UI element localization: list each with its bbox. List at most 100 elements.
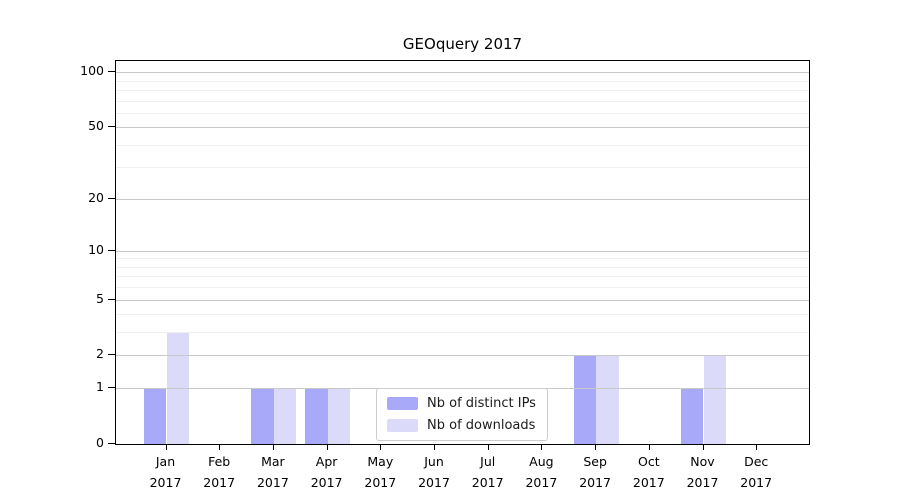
x-tick-mark — [165, 445, 167, 450]
bar — [273, 388, 297, 444]
bar — [143, 388, 167, 444]
bar — [703, 355, 727, 444]
legend-row: Nb of distinct IPs — [387, 396, 536, 411]
legend: Nb of distinct IPs Nb of downloads — [376, 388, 548, 441]
x-tick-month: Apr — [315, 454, 338, 469]
gridline-minor — [116, 266, 809, 268]
x-tick-year: 2017 — [686, 475, 719, 490]
x-tick-year: 2017 — [418, 475, 450, 490]
x-tick-mark — [326, 445, 328, 450]
y-tick-label: 100 — [80, 63, 104, 79]
x-tick-label: Jul 2017 — [457, 451, 519, 493]
gridline-major — [116, 198, 809, 200]
x-tick-mark — [219, 445, 221, 450]
bar — [680, 388, 704, 444]
x-tick-year: 2017 — [256, 475, 289, 490]
gridline-major — [116, 355, 809, 357]
x-tick-month: Mar — [261, 454, 285, 469]
gridline-major — [116, 250, 809, 252]
x-tick-month: Jun — [424, 454, 444, 469]
x-tick-label: Aug 2017 — [510, 451, 572, 493]
y-tick-label: 5 — [96, 290, 104, 306]
legend-row: Nb of downloads — [387, 418, 536, 433]
x-tick-month: Sep — [583, 454, 607, 469]
y-tick-label: 1 — [96, 379, 104, 395]
legend-swatch-icon — [387, 397, 418, 410]
y-tick-mark — [108, 71, 115, 73]
gridline-minor — [116, 144, 809, 146]
gridline-major — [116, 299, 809, 301]
bar — [327, 388, 351, 444]
gridline-minor — [116, 314, 809, 316]
y-tick-mark — [108, 126, 115, 128]
x-tick-month: Nov — [690, 454, 715, 469]
gridline-minor — [116, 80, 809, 82]
y-tick-mark — [108, 197, 115, 199]
bar — [251, 388, 274, 444]
legend-label: Nb of distinct IPs — [427, 396, 536, 411]
x-tick-mark — [380, 445, 382, 450]
plot-area: Nb of distinct IPs Nb of downloads — [115, 60, 810, 445]
legend-label: Nb of downloads — [427, 418, 536, 433]
x-tick-label: Jan 2017 — [135, 451, 197, 493]
chart-title: GEOquery 2017 — [402, 35, 523, 53]
x-tick-month: May — [367, 454, 394, 469]
x-tick-mark — [756, 445, 758, 450]
x-tick-mark — [541, 445, 543, 450]
x-tick-year: 2017 — [310, 475, 343, 490]
bar — [596, 355, 619, 444]
legend-swatch-icon — [387, 419, 418, 432]
x-tick-year: 2017 — [525, 475, 558, 490]
y-tick-label: 20 — [88, 189, 104, 205]
x-tick-mark — [434, 445, 435, 450]
y-tick-label: 10 — [88, 241, 104, 257]
x-tick-year: 2017 — [203, 475, 236, 490]
y-tick-label: 50 — [88, 118, 104, 134]
x-tick-year: 2017 — [740, 475, 773, 490]
y-tick-mark — [108, 298, 115, 300]
y-tick-label: 0 — [96, 435, 104, 450]
x-tick-month: Dec — [744, 454, 769, 469]
x-tick-month: Jul — [480, 454, 496, 469]
gridline-minor — [116, 100, 809, 102]
y-tick-mark — [108, 249, 115, 251]
x-tick-label: Sep 2017 — [564, 451, 626, 493]
x-tick-label: Mar 2017 — [242, 451, 304, 493]
x-tick-year: 2017 — [632, 475, 665, 490]
gridline-minor — [116, 332, 809, 334]
x-tick-year: 2017 — [579, 475, 611, 490]
gridline-minor — [116, 258, 809, 260]
gridline-minor — [116, 112, 809, 114]
bar — [305, 388, 328, 444]
y-tick-mark — [108, 443, 115, 444]
y-tick-label: 2 — [96, 346, 104, 362]
gridline-minor — [116, 276, 809, 278]
x-tick-label: Dec 2017 — [725, 451, 787, 493]
x-tick-mark — [702, 445, 704, 450]
x-tick-mark — [487, 445, 489, 450]
x-tick-year: 2017 — [364, 475, 397, 490]
x-tick-label: May 2017 — [349, 451, 411, 493]
x-tick-mark — [272, 445, 274, 450]
x-tick-month: Oct — [637, 454, 660, 469]
x-tick-label: Oct 2017 — [618, 451, 680, 493]
x-tick-label: Feb 2017 — [188, 451, 250, 493]
x-tick-month: Jan — [155, 454, 176, 469]
gridline-major — [116, 127, 809, 129]
x-tick-mark — [595, 445, 597, 450]
gridline-major — [116, 72, 809, 74]
x-tick-label: Nov 2017 — [672, 451, 734, 493]
x-tick-label: Jun 2017 — [403, 451, 465, 493]
x-tick-mark — [648, 445, 650, 450]
x-tick-month: Feb — [208, 454, 231, 469]
x-tick-label: Apr 2017 — [296, 451, 358, 493]
gridline-minor — [116, 89, 809, 91]
x-tick-month: Aug — [529, 454, 554, 469]
gridline-minor — [116, 167, 809, 169]
x-tick-year: 2017 — [149, 475, 182, 490]
gridline-minor — [116, 287, 809, 289]
x-tick-year: 2017 — [471, 475, 504, 490]
y-tick-mark — [108, 387, 115, 389]
y-tick-mark — [108, 354, 115, 356]
